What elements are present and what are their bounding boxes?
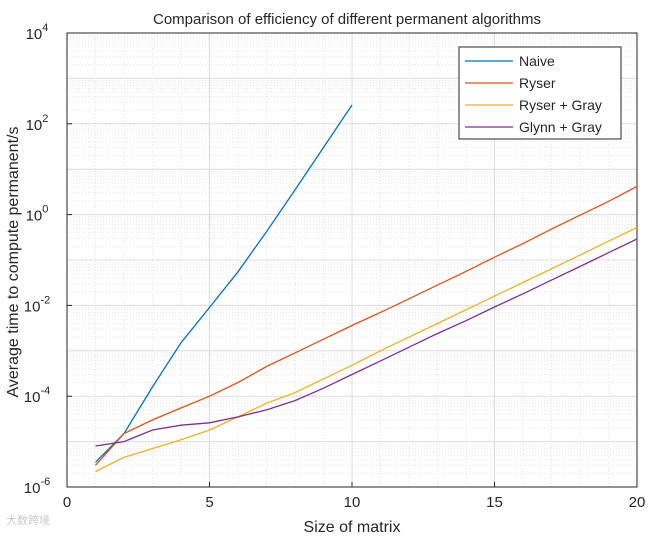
y-axis-ticks: 10-6 10-4 10-2 100 102 104 — [24, 22, 72, 497]
y-tick-label: 100 — [26, 204, 49, 225]
y-tick-label: 10-4 — [24, 385, 50, 406]
series-layer — [95, 104, 638, 473]
series-line-glynn-gray — [95, 238, 638, 447]
legend-label: Naive — [519, 53, 555, 69]
y-tick-label: 102 — [26, 113, 49, 134]
x-tick-label: 20 — [629, 494, 646, 511]
x-tick-label: 10 — [344, 494, 361, 511]
x-axis-ticks: 0 5 10 15 20 — [63, 482, 646, 511]
legend: Naive Ryser Ryser + Gray Glynn + Gray — [458, 46, 622, 140]
series-line-naive — [95, 104, 353, 463]
y-tick-label: 10-6 — [24, 476, 50, 497]
legend-box — [458, 46, 622, 140]
legend-label: Ryser + Gray — [519, 97, 602, 113]
x-tick-label: 15 — [486, 494, 503, 511]
chart-title: Comparison of efficiency of different pe… — [153, 11, 541, 28]
y-tick-label: 10-2 — [24, 294, 50, 315]
legend-label: Ryser — [519, 75, 556, 91]
series-line-ryser — [95, 185, 638, 466]
watermark: 大数跨境 — [6, 514, 50, 527]
y-tick-label: 104 — [26, 22, 49, 43]
x-axis-label: Size of matrix — [304, 519, 401, 536]
x-tick-label: 5 — [205, 494, 213, 511]
x-tick-label: 0 — [63, 494, 71, 511]
y-axis-label: Average time to compute permanent/s — [5, 127, 22, 398]
legend-label: Glynn + Gray — [519, 119, 602, 135]
series-line-ryser-gray — [95, 226, 638, 473]
